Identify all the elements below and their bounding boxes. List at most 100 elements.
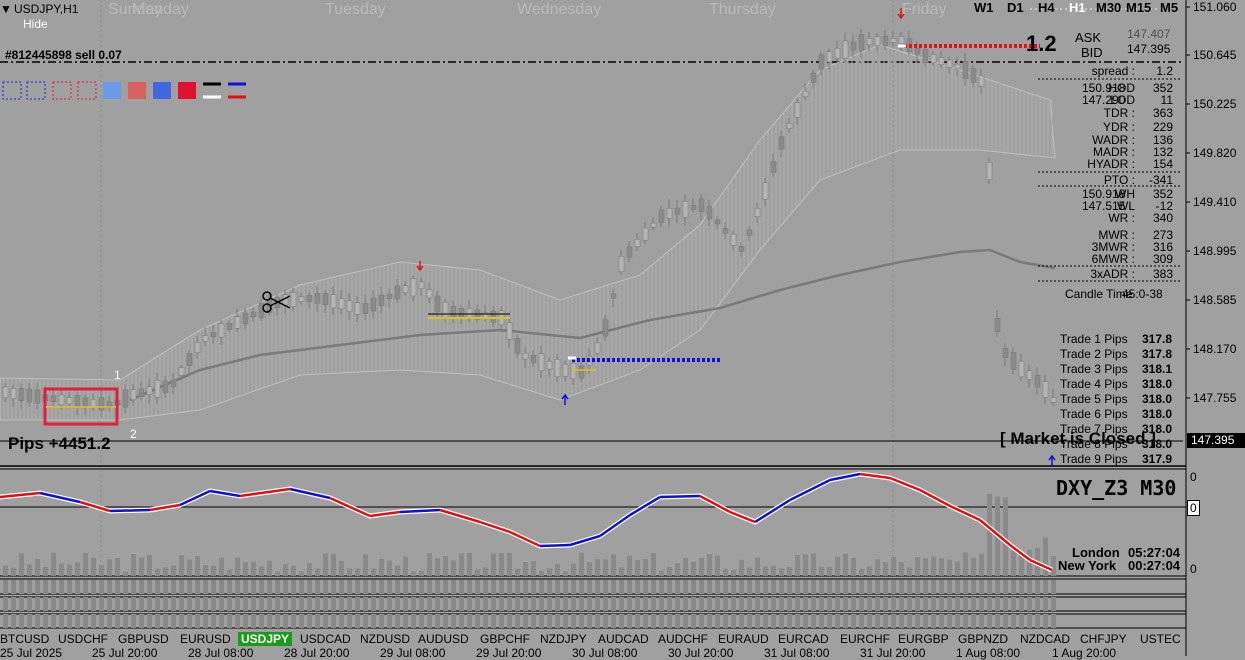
indicator-bar <box>963 597 968 611</box>
symbol-tab[interactable]: NZDCAD <box>1020 632 1070 646</box>
candle <box>898 36 905 44</box>
indicator-bar <box>955 597 960 611</box>
indicator-bar <box>403 556 408 576</box>
indicator-bar <box>507 552 512 576</box>
oscillator-segment <box>699 494 731 514</box>
symbol-tab[interactable]: BTCUSD <box>0 632 50 646</box>
symbol-tab[interactable]: USDCHF <box>58 632 108 646</box>
indicator-bar <box>155 614 160 628</box>
symbol-tab[interactable]: EURUSD <box>180 632 231 646</box>
symbol-tab[interactable]: AUDCAD <box>598 632 649 646</box>
symbol-tab[interactable]: GBPNZD <box>958 632 1009 646</box>
candle <box>626 246 633 258</box>
price-tick-label: 149.410 <box>1193 195 1237 209</box>
indicator-bar <box>1011 580 1016 594</box>
indicator-bar <box>707 553 712 576</box>
candle <box>426 289 433 299</box>
candle <box>138 388 145 397</box>
indicator-bar <box>451 560 456 576</box>
indicator-bar <box>1019 597 1024 611</box>
indicator-bar <box>115 597 120 611</box>
indicator-bar <box>507 614 512 628</box>
indicator-bar <box>491 553 496 576</box>
indicator-bar <box>635 597 640 611</box>
tf-h4[interactable]: H4 <box>1038 0 1055 15</box>
indicator-bar <box>899 597 904 611</box>
indicator-bar <box>1043 580 1048 594</box>
stat-value: 150.918 <box>1082 187 1126 201</box>
indicator-bar <box>531 597 536 611</box>
indicator-bar <box>651 597 656 611</box>
indicator-bar <box>67 597 72 611</box>
symbol-tab[interactable]: CHFJPY <box>1080 632 1127 646</box>
stat-value: -341 <box>1148 173 1173 187</box>
indicator-bar <box>715 614 720 628</box>
indicator-bar <box>11 597 16 611</box>
tf-m15[interactable]: M15 <box>1126 0 1152 15</box>
indicator-bar <box>75 562 80 576</box>
oscillator-segment <box>889 476 921 492</box>
symbol-tab[interactable]: GBPUSD <box>118 632 169 646</box>
symbol-tab[interactable]: USDJPY <box>238 632 293 646</box>
indicator-bar <box>507 580 512 594</box>
symbol-tab[interactable]: EURAUD <box>718 632 769 646</box>
indicator-bar <box>107 597 112 611</box>
hide-button[interactable]: Hide <box>23 17 48 31</box>
indicator-bar <box>643 597 648 611</box>
indicator-bar <box>387 560 392 576</box>
indicator-bar <box>859 597 864 611</box>
indicator-bar <box>803 614 808 628</box>
tf-m30[interactable]: M30 <box>1096 0 1122 15</box>
indicator-bar <box>899 614 904 628</box>
symbol-tab[interactable]: EURCAD <box>778 632 829 646</box>
indicator-bar <box>683 580 688 594</box>
symbol-tab[interactable]: NZDUSD <box>360 632 410 646</box>
indicator-bar <box>299 597 304 611</box>
stat-value: 136 <box>1152 133 1173 147</box>
tf-w1[interactable]: W1 <box>974 0 994 15</box>
indicator-bar <box>243 580 248 594</box>
indicator-bar <box>43 566 48 576</box>
indicator-bar <box>251 580 256 594</box>
current-price-tag: 147.395 <box>1187 433 1245 448</box>
oscillator-segment <box>629 495 661 517</box>
indicator-bar <box>67 564 72 576</box>
symbol-tab[interactable]: EURCHF <box>840 632 890 646</box>
indicator-bar <box>19 580 24 594</box>
indicator-bar <box>931 597 936 611</box>
symbol-tab[interactable]: USDCAD <box>300 632 351 646</box>
indicator-bar <box>499 553 504 576</box>
indicator-bar <box>475 569 480 576</box>
tf-m5[interactable]: M5 <box>1160 0 1179 15</box>
symbol-tab[interactable]: GBPCHF <box>480 632 531 646</box>
indicator-bar <box>851 614 856 628</box>
symbol-tab[interactable]: USTEC <box>1140 632 1181 646</box>
indicator-bar <box>179 614 184 628</box>
indicator-bar <box>491 580 496 594</box>
tf-d1[interactable]: D1 <box>1007 0 1024 15</box>
symbol-tab[interactable]: AUDUSD <box>418 632 469 646</box>
indicator-bar <box>107 580 112 594</box>
oscillator-segment <box>369 510 401 518</box>
symbol-tab[interactable]: EURGBP <box>898 632 949 646</box>
symbol-tab[interactable]: AUDCHF <box>658 632 708 646</box>
indicator-bar <box>475 614 480 628</box>
indicator-bar <box>27 597 32 611</box>
indicator-bar <box>979 614 984 628</box>
indicator-bar <box>675 597 680 611</box>
tf-h1[interactable]: H1 <box>1069 0 1086 15</box>
candle <box>306 295 313 303</box>
candle <box>818 54 825 70</box>
indicator-bar <box>699 580 704 594</box>
candle <box>714 219 721 225</box>
indicator-bar <box>771 580 776 594</box>
indicator-bar <box>155 580 160 594</box>
symbol-tab[interactable]: NZDJPY <box>540 632 587 646</box>
indicator-bar <box>451 597 456 611</box>
candle <box>1002 348 1009 358</box>
indicator-bar <box>635 580 640 594</box>
oscillator-segment <box>239 487 291 498</box>
indicator-bar <box>803 554 808 576</box>
candle <box>58 394 65 406</box>
chart-menu-icon[interactable]: ▼ <box>0 2 12 16</box>
